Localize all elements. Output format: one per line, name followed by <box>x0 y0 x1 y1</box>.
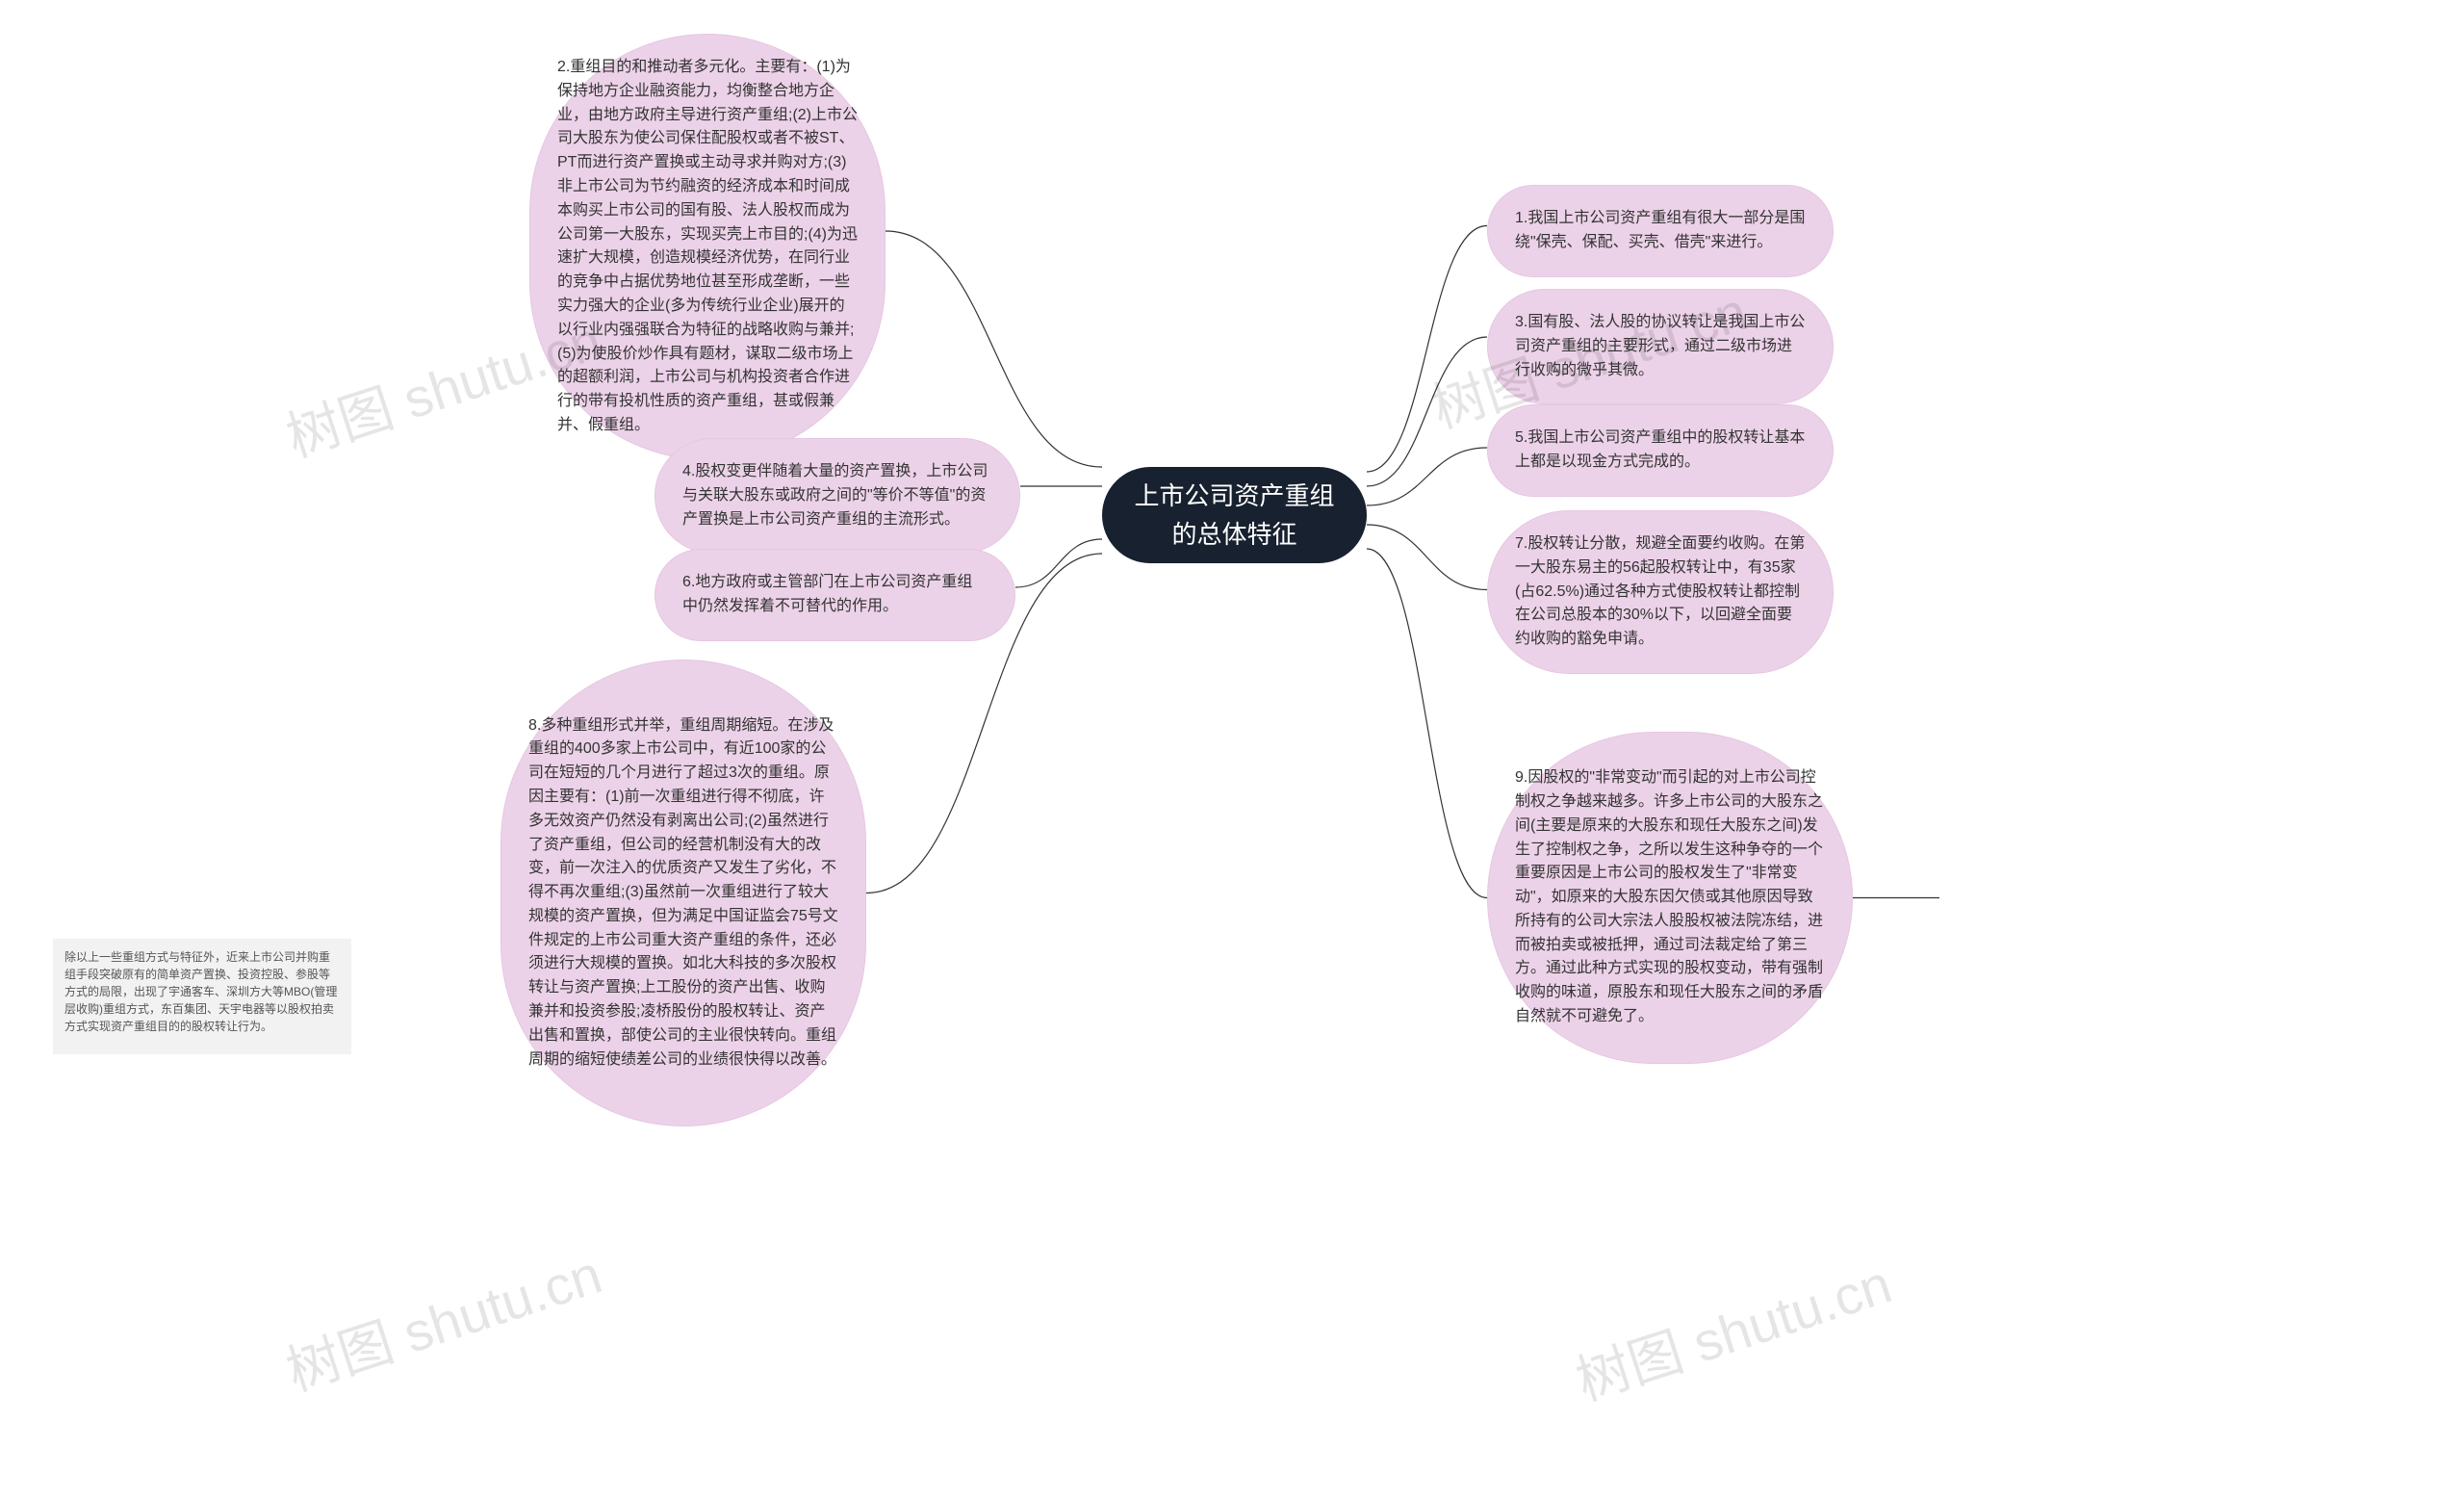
branch-node-n5: 5.我国上市公司资产重组中的股权转让基本上都是以现金方式完成的。 <box>1487 404 1834 497</box>
branch-node-n6: 6.地方政府或主管部门在上市公司资产重组中仍然发挥着不可替代的作用。 <box>654 549 1015 641</box>
branch-node-text-n7: 7.股权转让分散，规避全面要约收购。在第一大股东易主的56起股权转让中，有35家… <box>1515 532 1806 652</box>
branch-node-text-n2: 2.重组目的和推动者多元化。主要有：(1)为保持地方企业融资能力，均衡整合地方企… <box>557 56 858 438</box>
footnote-text: 除以上一些重组方式与特征外，近来上市公司并购重组手段突破原有的简单资产置换、投资… <box>64 950 337 1033</box>
branch-node-n1: 1.我国上市公司资产重组有很大一部分是围绕"保壳、保配、买壳、借壳"来进行。 <box>1487 185 1834 277</box>
center-node: 上市公司资产重组的总体特征 <box>1102 467 1367 563</box>
mindmap-canvas: { "colors": { "center_bg": "#17212f", "c… <box>0 0 2464 1501</box>
branch-node-n7: 7.股权转让分散，规避全面要约收购。在第一大股东易主的56起股权转让中，有35家… <box>1487 510 1834 674</box>
branch-node-text-n5: 5.我国上市公司资产重组中的股权转让基本上都是以现金方式完成的。 <box>1515 427 1806 475</box>
branch-node-n8: 8.多种重组形式并举，重组周期缩短。在涉及重组的400多家上市公司中，有近100… <box>500 660 866 1126</box>
branch-node-text-n9: 9.因股权的"非常变动"而引起的对上市公司控制权之争越来越多。许多上市公司的大股… <box>1515 766 1825 1029</box>
watermark: 树图 shutu.cn <box>1565 1241 1900 1416</box>
edge-layer <box>0 0 2464 1501</box>
branch-node-n4: 4.股权变更伴随着大量的资产置换，上市公司与关联大股东或政府之间的"等价不等值"… <box>654 438 1020 554</box>
branch-node-text-n8: 8.多种重组形式并举，重组周期缩短。在涉及重组的400多家上市公司中，有近100… <box>528 714 838 1073</box>
branch-node-n3: 3.国有股、法人股的协议转让是我国上市公司资产重组的主要形式，通过二级市场进行收… <box>1487 289 1834 404</box>
center-node-text: 上市公司资产重组的总体特征 <box>1129 477 1340 555</box>
branch-node-text-n3: 3.国有股、法人股的协议转让是我国上市公司资产重组的主要形式，通过二级市场进行收… <box>1515 311 1806 382</box>
branch-node-text-n4: 4.股权变更伴随着大量的资产置换，上市公司与关联大股东或政府之间的"等价不等值"… <box>682 460 992 531</box>
branch-node-text-n6: 6.地方政府或主管部门在上市公司资产重组中仍然发挥着不可替代的作用。 <box>682 571 988 619</box>
watermark: 树图 shutu.cn <box>275 1231 610 1407</box>
footnote-box: 除以上一些重组方式与特征外，近来上市公司并购重组手段突破原有的简单资产置换、投资… <box>53 939 351 1054</box>
branch-node-n9: 9.因股权的"非常变动"而引起的对上市公司控制权之争越来越多。许多上市公司的大股… <box>1487 732 1853 1064</box>
branch-node-text-n1: 1.我国上市公司资产重组有很大一部分是围绕"保壳、保配、买壳、借壳"来进行。 <box>1515 207 1806 255</box>
branch-node-n2: 2.重组目的和推动者多元化。主要有：(1)为保持地方企业融资能力，均衡整合地方企… <box>529 34 886 460</box>
